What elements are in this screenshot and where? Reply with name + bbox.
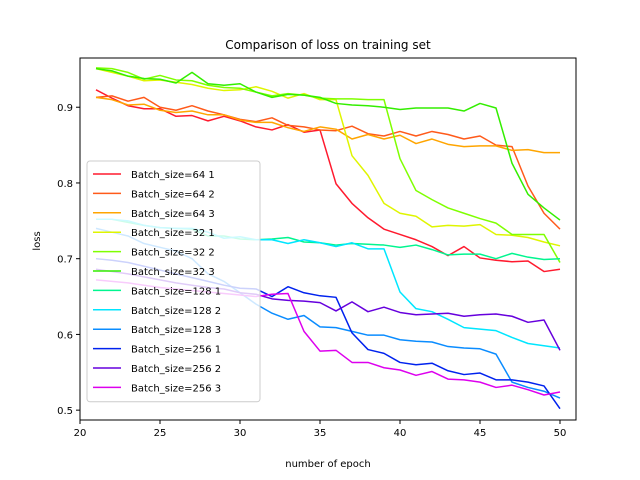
y-tick-label: 0.8 (57, 179, 73, 190)
legend-label-11: Batch_size=256 2 (131, 364, 221, 375)
legend-label-5: Batch_size=32 2 (131, 248, 215, 259)
chart-title: Comparison of loss on training set (225, 38, 431, 52)
x-tick-label: 40 (394, 428, 407, 439)
legend: Batch_size=64 1 Batch_size=64 2 Batch_size… (86, 160, 261, 403)
legend-label-2: Batch_size=64 2 (131, 189, 215, 200)
legend-label-1: Batch_size=64 1 (131, 170, 215, 181)
legend-label-7: Batch_size=128 1 (131, 286, 221, 297)
x-tick-label: 30 (234, 428, 247, 439)
axis-ticks: 20 25 30 35 40 45 50 0.5 0.6 0.7 0.8 0.9 (57, 103, 566, 439)
series-line-2 (95, 95, 561, 230)
y-tick-label: 0.5 (57, 406, 73, 417)
legend-label-8: Batch_size=128 2 (131, 306, 221, 317)
y-axis-title: loss (32, 231, 43, 250)
x-tick-label: 20 (74, 428, 87, 439)
series-line-6 (95, 67, 561, 221)
series-line-1 (95, 89, 561, 273)
x-tick-label: 25 (154, 428, 167, 439)
legend-label-6: Batch_size=32 3 (131, 267, 215, 278)
legend-label-9: Batch_size=128 3 (131, 325, 221, 336)
y-tick-label: 0.7 (57, 255, 73, 266)
series-line-3 (95, 96, 560, 154)
legend-box (86, 160, 261, 403)
plot-area (79, 57, 577, 421)
legend-label-4: Batch_size=32 1 (131, 228, 215, 239)
legend-label-10: Batch_size=256 1 (131, 345, 221, 356)
x-tick-label: 45 (474, 428, 487, 439)
legend-label-3: Batch_size=64 3 (131, 209, 215, 220)
x-tick-label: 35 (314, 428, 327, 439)
x-tick-label: 50 (554, 428, 567, 439)
y-tick-label: 0.6 (57, 330, 73, 341)
series-line-5 (95, 67, 561, 263)
x-axis-title: number of epoch (285, 459, 370, 470)
legend-label-12: Batch_size=256 3 (131, 383, 221, 394)
axes-frame (79, 57, 577, 421)
y-tick-label: 0.9 (57, 103, 73, 114)
